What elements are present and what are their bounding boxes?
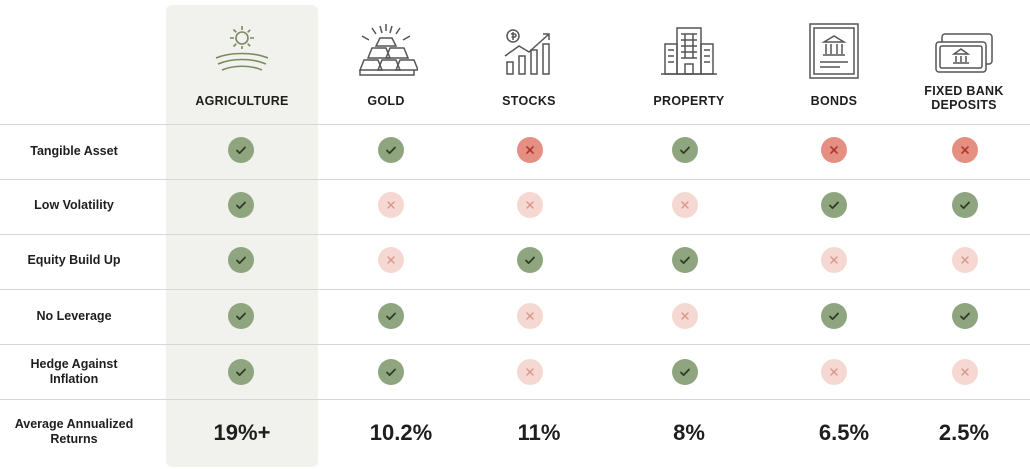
check-icon: [228, 137, 254, 163]
check-icon: [378, 303, 404, 329]
check-icon: [228, 303, 254, 329]
check-icon: [821, 303, 847, 329]
column-header-gold: GOLD: [316, 12, 456, 124]
bond-certificate-icon: [809, 23, 859, 79]
check-icon: [228, 247, 254, 273]
row-label-hedge-against-inflation: Hedge Against Inflation: [30, 357, 118, 386]
row-divider: [0, 179, 1030, 180]
check-icon: [228, 192, 254, 218]
cross-icon: [952, 359, 978, 385]
cross-icon: [517, 303, 543, 329]
cross-icon: [517, 192, 543, 218]
row-label-average-annualized-returns: Average Annualized Returns: [14, 417, 134, 446]
column-label: STOCKS: [502, 94, 556, 108]
return-value-deposits: 2.5%: [938, 420, 990, 445]
column-label: GOLD: [367, 94, 405, 108]
cross-icon: [821, 247, 847, 273]
agriculture-column-highlight: [166, 5, 318, 467]
cross-icon: [517, 359, 543, 385]
column-header-property: PROPERTY: [619, 12, 759, 124]
column-label: BONDS: [810, 94, 858, 108]
cross-icon: [517, 137, 543, 163]
return-value-agriculture: 19%+: [213, 420, 271, 445]
cross-icon: [672, 192, 698, 218]
row-label-no-leverage: No Leverage: [36, 309, 112, 323]
row-divider: [0, 124, 1030, 125]
row-divider: [0, 289, 1030, 290]
gold-bars-icon: [358, 24, 418, 76]
row-label-equity-build-up: Equity Build Up: [27, 253, 121, 267]
cross-icon: [821, 359, 847, 385]
cross-icon: [821, 137, 847, 163]
row-label-low-volatility: Low Volatility: [34, 198, 114, 212]
return-value-gold: 10.2%: [369, 420, 433, 445]
cross-icon: [672, 303, 698, 329]
column-label: PROPERTY: [653, 94, 725, 108]
check-icon: [517, 247, 543, 273]
column-header-agriculture: AGRICULTURE: [172, 12, 312, 124]
cross-icon: [952, 247, 978, 273]
return-value-stocks: 11%: [517, 420, 561, 445]
row-divider: [0, 399, 1030, 400]
row-divider: [0, 344, 1030, 345]
row-divider: [0, 234, 1030, 235]
check-icon: [228, 359, 254, 385]
column-header-bonds: BONDS: [764, 12, 904, 124]
cross-icon: [378, 247, 404, 273]
cross-icon: [378, 192, 404, 218]
check-icon: [378, 359, 404, 385]
check-icon: [672, 247, 698, 273]
column-header-stocks: STOCKS: [459, 12, 599, 124]
return-value-bonds: 6.5%: [818, 420, 870, 445]
check-icon: [672, 359, 698, 385]
cross-icon: [952, 137, 978, 163]
row-label-tangible-asset: Tangible Asset: [30, 144, 118, 158]
check-icon: [821, 192, 847, 218]
bank-note-icon: [935, 33, 993, 73]
column-header-deposits: FIXED BANK DEPOSITS: [894, 12, 1030, 124]
check-icon: [672, 137, 698, 163]
check-icon: [952, 303, 978, 329]
return-value-property: 8%: [673, 420, 705, 445]
stock-chart-icon: [504, 29, 550, 75]
check-icon: [952, 192, 978, 218]
column-label: FIXED BANK DEPOSITS: [924, 84, 1004, 112]
field-sun-icon: [215, 26, 269, 71]
building-icon: [661, 27, 717, 75]
column-label: AGRICULTURE: [195, 94, 289, 108]
check-icon: [378, 137, 404, 163]
